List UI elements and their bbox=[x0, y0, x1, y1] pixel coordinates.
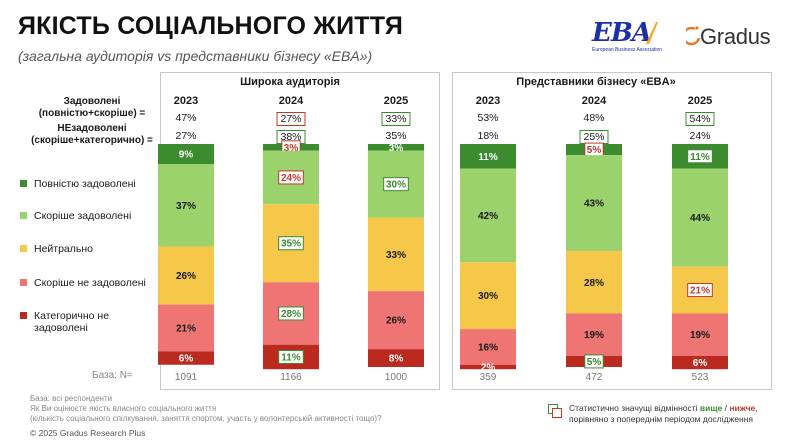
base-label: База: N= bbox=[92, 370, 133, 381]
sig-suffix: , bbox=[755, 403, 758, 413]
legend-item-rather-satisfied: Скоріше задоволені bbox=[20, 210, 131, 222]
legend-label: Нейтрально bbox=[34, 243, 94, 255]
dissatisfied-value: 27% bbox=[175, 130, 197, 142]
legend-swatch bbox=[20, 212, 27, 219]
gradus-logo: Gradus bbox=[686, 24, 778, 54]
satisfied-value: 27% bbox=[276, 112, 306, 126]
legend-label: Скоріше не задоволені bbox=[34, 277, 146, 289]
satisfied-value: 48% bbox=[583, 112, 605, 124]
satisfied-value: 47% bbox=[175, 112, 197, 124]
panel-title-right: Представники бізнесу «EBA» bbox=[516, 76, 676, 88]
legend-swatch bbox=[20, 279, 27, 286]
eba-logo-accent-icon bbox=[646, 22, 658, 44]
base-value: 472 bbox=[585, 372, 603, 383]
panel-right-frame bbox=[452, 72, 772, 390]
footnote-base: База: всі респонденти bbox=[30, 394, 113, 403]
legend-item-neutral: Нейтрально bbox=[20, 243, 93, 255]
dissatisfied-label: НЕзадоволені (скоріше+категорично) = bbox=[28, 123, 156, 147]
legend-swatch bbox=[20, 180, 27, 187]
copyright: © 2025 Gradus Research Plus bbox=[30, 428, 146, 438]
satisfied-value: 53% bbox=[477, 112, 499, 124]
base-value: 359 bbox=[479, 372, 497, 383]
legend-item-fully-satisfied: Повністю задоволені bbox=[20, 178, 136, 190]
sig-higher: вище bbox=[699, 403, 723, 413]
year-label: 2024 bbox=[278, 95, 304, 107]
dissatisfied-value: 24% bbox=[689, 130, 711, 142]
dissatisfied-value: 38% bbox=[276, 130, 306, 144]
base-value: 1000 bbox=[384, 372, 408, 383]
eba-logo: EBA European Business Association bbox=[592, 20, 682, 60]
eba-logo-mark: EBA bbox=[592, 18, 652, 48]
sig-line2: порівняно з попереднім періодом дослідже… bbox=[569, 414, 754, 424]
satisfied-label-text: Задоволені (повністю+скоріше) = bbox=[38, 96, 146, 119]
legend-item-categorically-dissatisfied: Категорично не задоволені bbox=[20, 310, 109, 334]
legend-swatch bbox=[20, 312, 27, 319]
year-label: 2023 bbox=[475, 95, 501, 107]
page-title: ЯКІСТЬ СОЦІАЛЬНОГО ЖИТТЯ bbox=[18, 12, 404, 40]
significance-boxes-icon bbox=[548, 404, 563, 418]
dissatisfied-value: 35% bbox=[385, 130, 407, 142]
gradus-logo-mark-icon bbox=[686, 26, 700, 46]
gradus-logo-text: Gradus bbox=[700, 24, 771, 49]
legend-label: Повністю задоволені bbox=[34, 178, 136, 190]
legend-item-rather-dissatisfied: Скоріше не задоволені bbox=[20, 277, 146, 289]
satisfied-label: Задоволені (повністю+скоріше) = bbox=[32, 96, 152, 120]
panel-title-left: Широка аудиторія bbox=[240, 76, 340, 88]
eba-logo-caption: European Business Association bbox=[592, 47, 663, 53]
satisfied-value: 33% bbox=[381, 112, 411, 126]
legend-label: Скоріше задоволені bbox=[34, 210, 132, 222]
sig-sep: / bbox=[724, 403, 728, 413]
base-value: 523 bbox=[691, 372, 709, 383]
year-label: 2025 bbox=[383, 95, 409, 107]
year-label: 2023 bbox=[173, 95, 199, 107]
dissatisfied-label-text: НЕзадоволені (скоріше+категорично) = bbox=[31, 123, 153, 146]
footnote-question-note: (кількість соціального спілкування, заня… bbox=[30, 414, 382, 423]
satisfied-value: 54% bbox=[685, 112, 715, 126]
footnote-question: Як Ви оцінюєте якість власного соціально… bbox=[30, 404, 217, 413]
sig-prefix: Статистично значущі відмінності bbox=[569, 403, 698, 413]
legend-swatch bbox=[20, 245, 27, 252]
base-value: 1091 bbox=[174, 372, 198, 383]
page-subtitle: (загальна аудиторія vs представники бізн… bbox=[18, 48, 373, 64]
legend-label: Категорично не задоволені bbox=[34, 310, 110, 334]
significance-legend: Статистично значущі відмінності вище / н… bbox=[548, 403, 758, 425]
base-value: 1166 bbox=[280, 372, 302, 383]
dissatisfied-value: 18% bbox=[477, 130, 499, 142]
sig-lower: нижче bbox=[729, 403, 756, 413]
year-label: 2025 bbox=[687, 95, 713, 107]
dissatisfied-value: 25% bbox=[579, 130, 609, 144]
significance-text: Статистично значущі відмінності вище / н… bbox=[569, 403, 758, 425]
year-label: 2024 bbox=[581, 95, 607, 107]
